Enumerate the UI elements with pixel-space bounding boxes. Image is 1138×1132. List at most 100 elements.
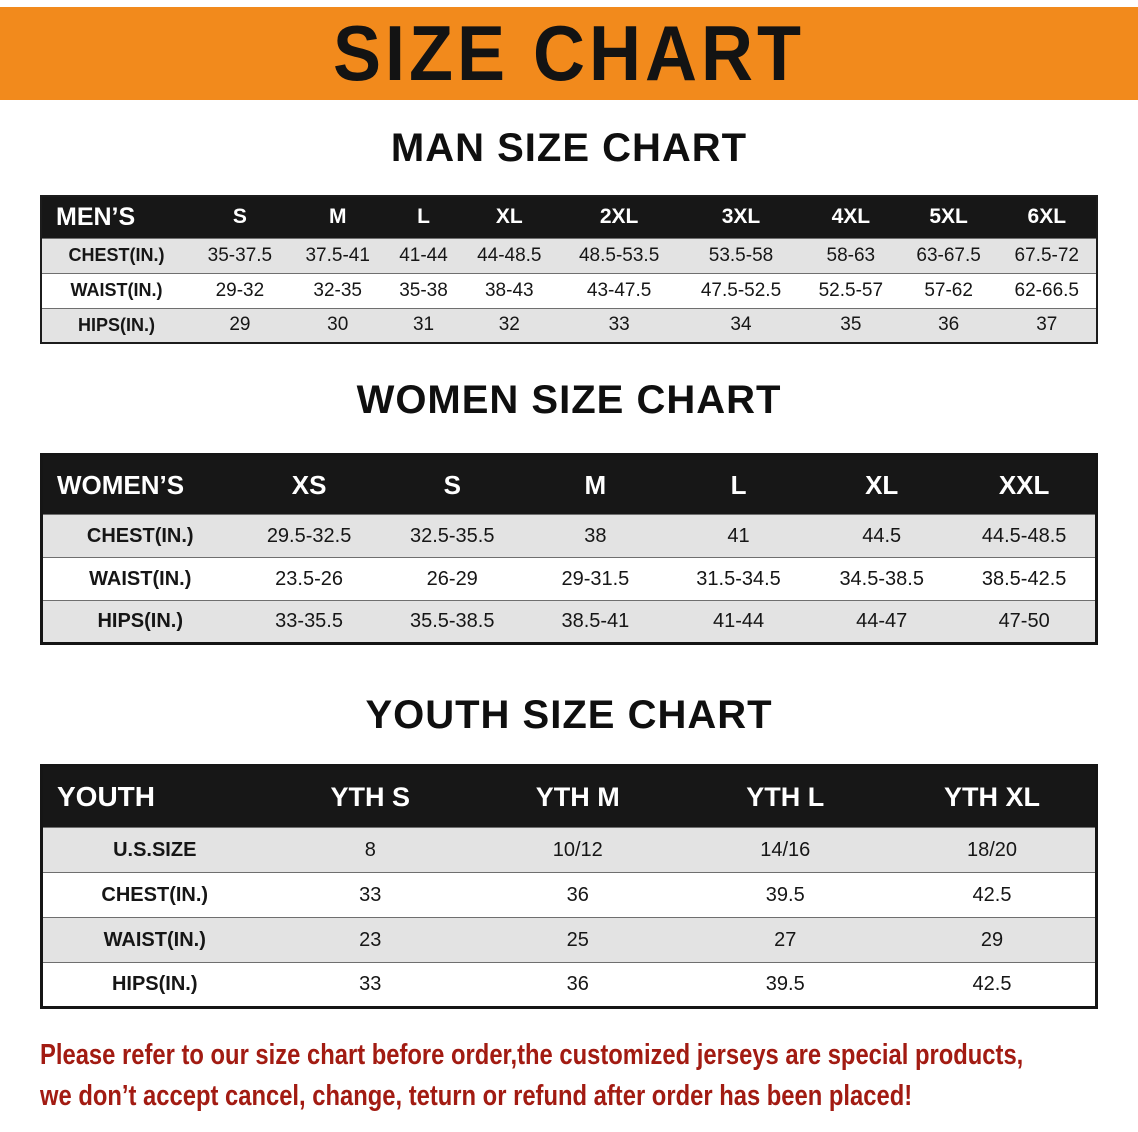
table-header-row: YOUTH YTH S YTH M YTH L YTH XL	[41, 765, 1097, 828]
table-row: CHEST(IN.) 35-37.5 37.5-41 41-44 44-48.5 48.5…	[41, 237, 1097, 273]
size-value: 35.5-38.5	[380, 600, 524, 644]
men-chart-heading: MAN SIZE CHART	[390, 126, 748, 170]
column-header: M	[288, 196, 387, 238]
row-label: WAIST(IN.)	[41, 557, 238, 601]
row-label: HIPS(IN.)	[41, 600, 238, 644]
women-chart-heading: WOMEN SIZE CHART	[356, 378, 782, 422]
title-banner: SIZE CHART	[0, 7, 1138, 100]
row-label: HIPS(IN.)	[41, 962, 267, 1008]
size-value: 39.5	[681, 962, 889, 1008]
table-row: HIPS(IN.) 33-35.5 35.5-38.5 38.5-41 41-44 44-…	[41, 600, 1097, 644]
size-value: 63-67.5	[899, 237, 998, 273]
column-header: 2XL	[558, 196, 681, 238]
column-header: L	[386, 196, 461, 238]
column-header: 5XL	[899, 196, 998, 238]
row-label: CHEST(IN.)	[41, 237, 191, 273]
table-corner-label: YOUTH	[41, 765, 267, 828]
column-header: YTH S	[266, 765, 474, 828]
youth-chart-heading: YOUTH SIZE CHART	[365, 693, 773, 737]
size-value: 35	[801, 307, 900, 343]
row-label: WAIST(IN.)	[41, 272, 191, 308]
table-row: HIPS(IN.) 33 36 39.5 42.5	[41, 962, 1097, 1008]
table-row: WAIST(IN.) 29-32 32-35 35-38 38-43 43-47.5 47.…	[41, 272, 1097, 308]
table-row: HIPS(IN.) 29 30 31 32 33 34 35 36 37	[41, 307, 1097, 343]
size-value: 37.5-41	[288, 237, 387, 273]
size-value: 18/20	[889, 827, 1097, 873]
size-value: 26-29	[380, 557, 524, 601]
size-value: 32-35	[288, 272, 387, 308]
size-value: 39.5	[681, 872, 889, 918]
size-value: 35-37.5	[191, 237, 289, 273]
men-size-table: MEN’S S M L XL 2XL 3XL 4XL 5XL 6XL CHEST(IN.) 35-37…	[40, 195, 1098, 344]
size-chart-page: { "banner": { "title": "SIZE CHART" }, "…	[0, 7, 1138, 1132]
column-header: XS	[237, 454, 381, 515]
size-value: 31	[386, 307, 461, 343]
size-value: 58-63	[801, 237, 900, 273]
size-value: 42.5	[889, 962, 1097, 1008]
size-value: 34.5-38.5	[810, 557, 954, 601]
size-value: 57-62	[899, 272, 998, 308]
size-value: 38.5-41	[523, 600, 667, 644]
size-value: 41	[666, 514, 811, 558]
size-value: 36	[899, 307, 998, 343]
size-value: 44-48.5	[460, 237, 559, 273]
table-row: WAIST(IN.) 23 25 27 29	[41, 917, 1097, 963]
size-value: 23	[266, 917, 474, 963]
row-label: HIPS(IN.)	[41, 307, 191, 343]
size-value: 8	[266, 827, 474, 873]
size-value: 44.5	[810, 514, 954, 558]
table-header-row: WOMEN’S XS S M L XL XXL	[41, 454, 1097, 515]
size-value: 29.5-32.5	[237, 514, 381, 558]
column-header: 6XL	[997, 196, 1097, 238]
column-header: YTH L	[681, 765, 889, 828]
row-label: U.S.SIZE	[41, 827, 267, 873]
size-value: 23.5-26	[237, 557, 381, 601]
women-size-table: WOMEN’S XS S M L XL XXL CHEST(IN.) 29.5-32.5 32.5…	[40, 453, 1098, 645]
size-value: 33	[266, 872, 474, 918]
size-value: 32.5-35.5	[380, 514, 524, 558]
table-row: WAIST(IN.) 23.5-26 26-29 29-31.5 31.5-34.5 34…	[41, 557, 1097, 601]
size-value: 32	[460, 307, 559, 343]
size-value: 44.5-48.5	[953, 514, 1097, 558]
column-header: XL	[460, 196, 559, 238]
column-header: YTH XL	[889, 765, 1097, 828]
size-value: 53.5-58	[680, 237, 802, 273]
table-corner-label: MEN’S	[41, 196, 191, 238]
size-value: 36	[474, 962, 682, 1008]
size-value: 35-38	[386, 272, 461, 308]
size-value: 33	[266, 962, 474, 1008]
size-value: 30	[288, 307, 387, 343]
size-value: 29	[191, 307, 289, 343]
column-header: S	[380, 454, 524, 515]
size-value: 42.5	[889, 872, 1097, 918]
disclaimer-note: Please refer to our size chart before or…	[40, 1035, 1138, 1117]
column-header: YTH M	[474, 765, 682, 828]
table-row: U.S.SIZE 8 10/12 14/16 18/20	[41, 827, 1097, 873]
size-value: 41-44	[666, 600, 811, 644]
size-value: 48.5-53.5	[558, 237, 681, 273]
size-value: 25	[474, 917, 682, 963]
size-value: 33-35.5	[237, 600, 381, 644]
column-header: L	[666, 454, 811, 515]
column-header: 3XL	[680, 196, 802, 238]
table-corner-label: WOMEN’S	[41, 454, 238, 515]
disclaimer-line-1: Please refer to our size chart before or…	[40, 1039, 1024, 1071]
row-label: CHEST(IN.)	[41, 514, 238, 558]
size-value: 36	[474, 872, 682, 918]
size-value: 29-31.5	[523, 557, 667, 601]
size-value: 47-50	[953, 600, 1097, 644]
size-value: 33	[558, 307, 681, 343]
size-value: 29	[889, 917, 1097, 963]
size-value: 38.5-42.5	[953, 557, 1097, 601]
size-value: 67.5-72	[997, 237, 1097, 273]
table-header-row: MEN’S S M L XL 2XL 3XL 4XL 5XL 6XL	[41, 196, 1097, 238]
column-header: XL	[810, 454, 954, 515]
size-value: 29-32	[191, 272, 289, 308]
size-value: 10/12	[474, 827, 682, 873]
column-header: 4XL	[801, 196, 900, 238]
size-value: 47.5-52.5	[680, 272, 802, 308]
size-value: 62-66.5	[997, 272, 1097, 308]
disclaimer-line-2: we don’t accept cancel, change, teturn o…	[40, 1080, 913, 1112]
table-row: CHEST(IN.) 29.5-32.5 32.5-35.5 38 41 44.5 44.5…	[41, 514, 1097, 558]
size-value: 52.5-57	[801, 272, 900, 308]
